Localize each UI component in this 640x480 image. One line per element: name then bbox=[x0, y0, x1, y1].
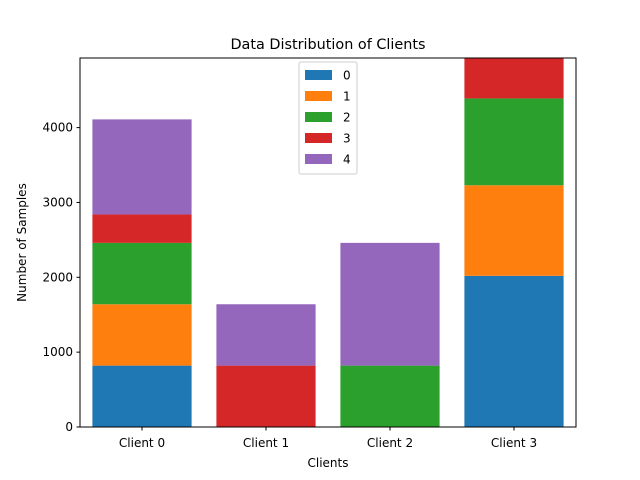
bar-segment-3-3 bbox=[464, 58, 564, 99]
x-tick-label: Client 2 bbox=[367, 436, 413, 450]
bar-segment-2-2 bbox=[340, 365, 440, 427]
bar-segment-1-4 bbox=[216, 304, 316, 366]
y-axis: 0 1000 2000 3000 4000 bbox=[42, 121, 80, 434]
bar-segment-0-4 bbox=[92, 119, 192, 215]
legend-label-0: 0 bbox=[343, 69, 351, 83]
bar-segment-0-2 bbox=[92, 242, 192, 305]
bar-segment-3-1 bbox=[464, 185, 564, 276]
bar-segment-0-3 bbox=[92, 214, 192, 243]
y-tick-label: 3000 bbox=[42, 195, 73, 209]
y-tick-label: 1000 bbox=[42, 345, 73, 359]
bars-group bbox=[92, 58, 564, 427]
legend-swatch-2 bbox=[305, 112, 332, 122]
x-tick-label: Client 0 bbox=[119, 436, 165, 450]
bar-segment-3-0 bbox=[464, 275, 564, 427]
legend-swatch-0 bbox=[305, 70, 332, 80]
legend-label-2: 2 bbox=[343, 111, 351, 125]
bar-segment-1-3 bbox=[216, 365, 316, 427]
legend-swatch-1 bbox=[305, 91, 332, 101]
legend-label-4: 4 bbox=[343, 153, 351, 167]
x-tick-label: Client 1 bbox=[243, 436, 289, 450]
legend-label-1: 1 bbox=[343, 90, 351, 104]
bar-segment-2-4 bbox=[340, 242, 440, 366]
x-tick-label: Client 3 bbox=[491, 436, 537, 450]
bar-segment-0-0 bbox=[92, 365, 192, 427]
plot-area-frame bbox=[79, 57, 577, 428]
legend-label-3: 3 bbox=[343, 132, 351, 146]
y-tick-label: 2000 bbox=[42, 270, 73, 284]
legend: 0 1 2 3 4 bbox=[298, 61, 358, 175]
legend-swatch-4 bbox=[305, 154, 332, 164]
bar-segment-0-1 bbox=[92, 304, 192, 366]
chart-title: Data Distribution of Clients bbox=[230, 37, 425, 53]
bar-segment-3-2 bbox=[464, 98, 564, 186]
x-axis-title: Clients bbox=[308, 456, 349, 470]
y-tick-label: 0 bbox=[65, 420, 73, 434]
y-tick-label: 4000 bbox=[42, 121, 73, 135]
x-axis: Client 0 Client 1 Client 2 Client 3 bbox=[119, 427, 537, 450]
legend-swatch-3 bbox=[305, 133, 332, 143]
y-axis-title: Number of Samples bbox=[15, 183, 29, 302]
